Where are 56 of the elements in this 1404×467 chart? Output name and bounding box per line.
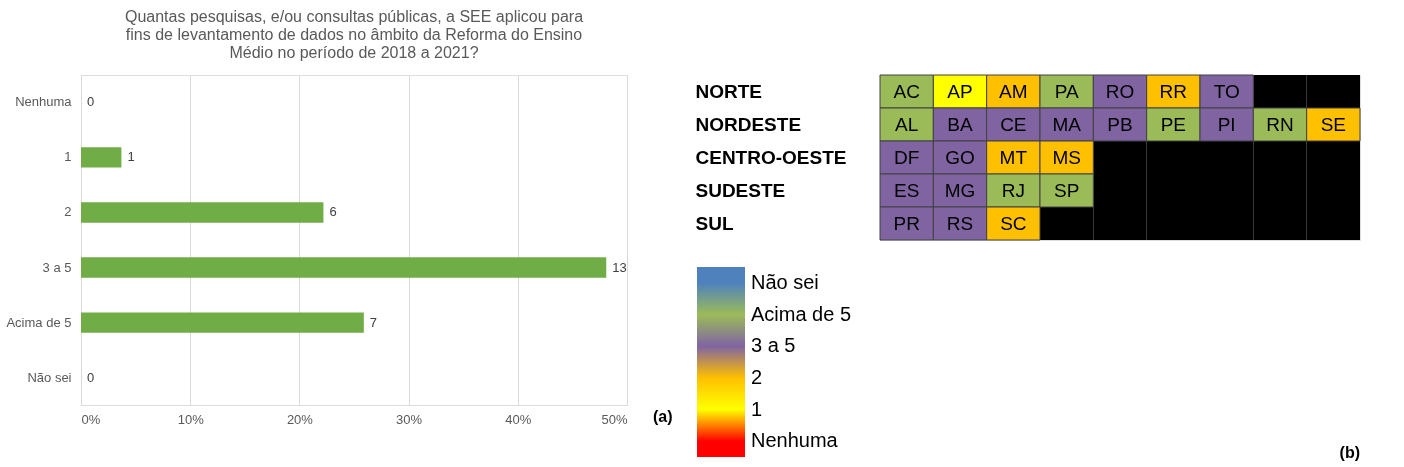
- data-label: AM: [999, 80, 1028, 102]
- annotation: 7: [369, 314, 378, 330]
- y-tick-label: Nenhuma: [15, 94, 73, 110]
- data-label: GO: [945, 146, 975, 168]
- text: (b): [1339, 444, 1360, 461]
- y-tick-label: NORTE: [695, 80, 762, 102]
- data-label: PR: [893, 212, 920, 234]
- data-label: RS: [946, 212, 974, 234]
- x-tick-label: 50%: [601, 411, 628, 427]
- color-bar-label: Não sei: [751, 270, 819, 293]
- data-label: RR: [1159, 80, 1188, 102]
- y-tick-label: NORDESTE: [695, 113, 802, 135]
- y-tick-label: 1: [64, 149, 72, 165]
- annotation: 1: [127, 149, 135, 165]
- y-tick-label: Não sei: [27, 369, 72, 385]
- data-label: BA: [947, 113, 973, 135]
- annotation: 13: [612, 259, 627, 275]
- y-tick-label: SUDESTE: [695, 179, 786, 201]
- data-label: RJ: [1001, 179, 1025, 201]
- x-tick-label: 10%: [177, 411, 205, 427]
- y-tick-label: CENTRO-OESTE: [695, 146, 847, 168]
- data-label: CE: [1000, 113, 1027, 135]
- data-label: PB: [1107, 113, 1133, 135]
- x-tick-label: 30%: [396, 411, 423, 427]
- data-label: PE: [1160, 113, 1187, 135]
- data-label: AL: [895, 113, 919, 135]
- color-bar-label: Nenhuma: [751, 429, 839, 452]
- annotation: 0: [87, 94, 95, 110]
- data-label: SC: [1000, 212, 1027, 234]
- chart-title: Quantas pesquisas, e/ou consultas públicas, a SEE aplicou para fins de levantamento de dados no âmbito da Reforma do Ensino Médio no período de 2018 a 2021?: [124, 8, 584, 61]
- data-label: PI: [1217, 113, 1236, 135]
- data-label: ES: [893, 179, 920, 201]
- data-label: MS: [1052, 146, 1081, 168]
- data-label: AP: [947, 80, 973, 102]
- y-tick-label: 2: [64, 204, 72, 220]
- y-tick-label: SUL: [695, 212, 734, 234]
- data-label: MG: [944, 179, 976, 201]
- annotation: 0: [87, 369, 95, 385]
- data-label: MT: [999, 146, 1028, 168]
- y-tick-label: Acima de 5: [6, 314, 72, 330]
- data-label: DF: [894, 146, 920, 168]
- data-label: PA: [1054, 80, 1079, 102]
- x-tick-label: 40%: [505, 411, 532, 427]
- data-label: TO: [1213, 80, 1240, 102]
- data-label: MA: [1052, 113, 1082, 135]
- data-label: RN: [1266, 113, 1294, 135]
- data-label: SP: [1053, 179, 1080, 201]
- annotation: 6: [329, 204, 337, 220]
- data-label: SE: [1320, 113, 1347, 135]
- data-label: RO: [1105, 80, 1135, 102]
- y-tick-label: 3 a 5: [42, 259, 72, 275]
- color-bar-label: Acima de 5: [751, 302, 852, 325]
- data-label: AC: [893, 80, 920, 102]
- text: (a): [653, 408, 673, 425]
- x-tick-label: 0%: [81, 411, 101, 427]
- x-tick-label: 20%: [286, 411, 314, 427]
